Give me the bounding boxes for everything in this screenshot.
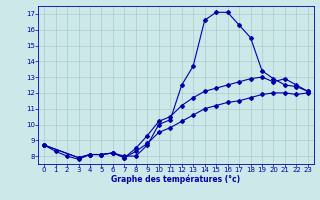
X-axis label: Graphe des températures (°c): Graphe des températures (°c): [111, 175, 241, 184]
